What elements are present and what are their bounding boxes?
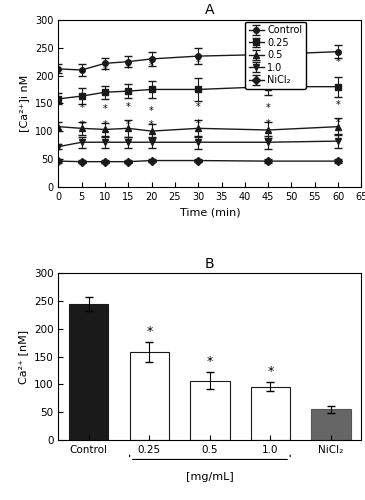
Text: *: * <box>336 118 341 128</box>
Text: *: * <box>196 58 201 68</box>
Title: A: A <box>205 4 215 18</box>
Legend: Control, 0.25, 0.5, 1.0, NiCl₂: Control, 0.25, 0.5, 1.0, NiCl₂ <box>245 22 306 89</box>
Bar <box>190 380 230 440</box>
Y-axis label: [Ca²⁺]i nM: [Ca²⁺]i nM <box>19 74 29 132</box>
Bar <box>311 410 351 440</box>
Text: *: * <box>149 61 154 71</box>
Text: *: * <box>266 119 270 129</box>
Text: *: * <box>126 120 131 130</box>
Text: *: * <box>146 325 153 338</box>
Bar <box>130 352 169 440</box>
Text: *: * <box>149 120 154 130</box>
Text: *: * <box>266 104 270 114</box>
Text: *: * <box>103 120 107 130</box>
X-axis label: Time (min): Time (min) <box>180 207 240 217</box>
Text: *: * <box>126 102 131 112</box>
Bar <box>251 386 290 440</box>
Text: [mg/mL]: [mg/mL] <box>186 472 234 482</box>
Text: *: * <box>266 58 270 68</box>
Title: B: B <box>205 257 215 271</box>
Bar <box>69 304 108 440</box>
Text: *: * <box>207 355 213 368</box>
Text: *: * <box>79 120 84 130</box>
Text: *: * <box>336 56 341 66</box>
Text: *: * <box>103 104 107 115</box>
Text: *: * <box>79 68 84 78</box>
Text: *: * <box>336 100 341 110</box>
Text: *: * <box>149 106 154 116</box>
Text: *: * <box>126 64 131 74</box>
Y-axis label: Ca²⁺ [nM]: Ca²⁺ [nM] <box>18 330 28 384</box>
Text: *: * <box>196 102 201 112</box>
Text: *: * <box>267 365 274 378</box>
Text: *: * <box>103 66 107 76</box>
Text: *: * <box>79 104 84 114</box>
Text: *: * <box>196 119 201 129</box>
